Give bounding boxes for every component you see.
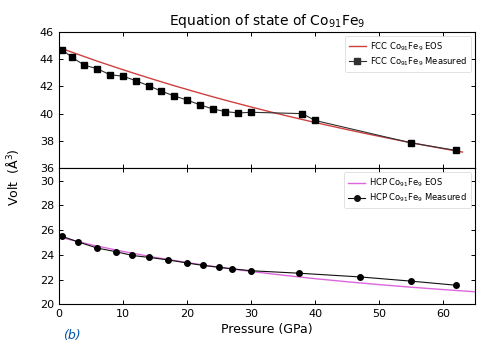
Title: Equation of state of Co$_{91}$Fe$_9$: Equation of state of Co$_{91}$Fe$_9$ bbox=[169, 12, 365, 30]
Text: Volt  (Å$^{3}$): Volt (Å$^{3}$) bbox=[4, 148, 21, 206]
X-axis label: Pressure (GPa): Pressure (GPa) bbox=[221, 324, 313, 336]
Legend: FCC Co$_{91}$Fe$_9$ EOS, FCC Co$_{91}$Fe$_9$ Measured: FCC Co$_{91}$Fe$_9$ EOS, FCC Co$_{91}$Fe… bbox=[345, 36, 471, 72]
Text: (a): (a) bbox=[63, 176, 80, 189]
Legend: HCP Co$_{91}$Fe$_9$ EOS, HCP Co$_{91}$Fe$_9$ Measured: HCP Co$_{91}$Fe$_9$ EOS, HCP Co$_{91}$Fe… bbox=[344, 172, 471, 208]
Text: (b): (b) bbox=[63, 329, 80, 342]
